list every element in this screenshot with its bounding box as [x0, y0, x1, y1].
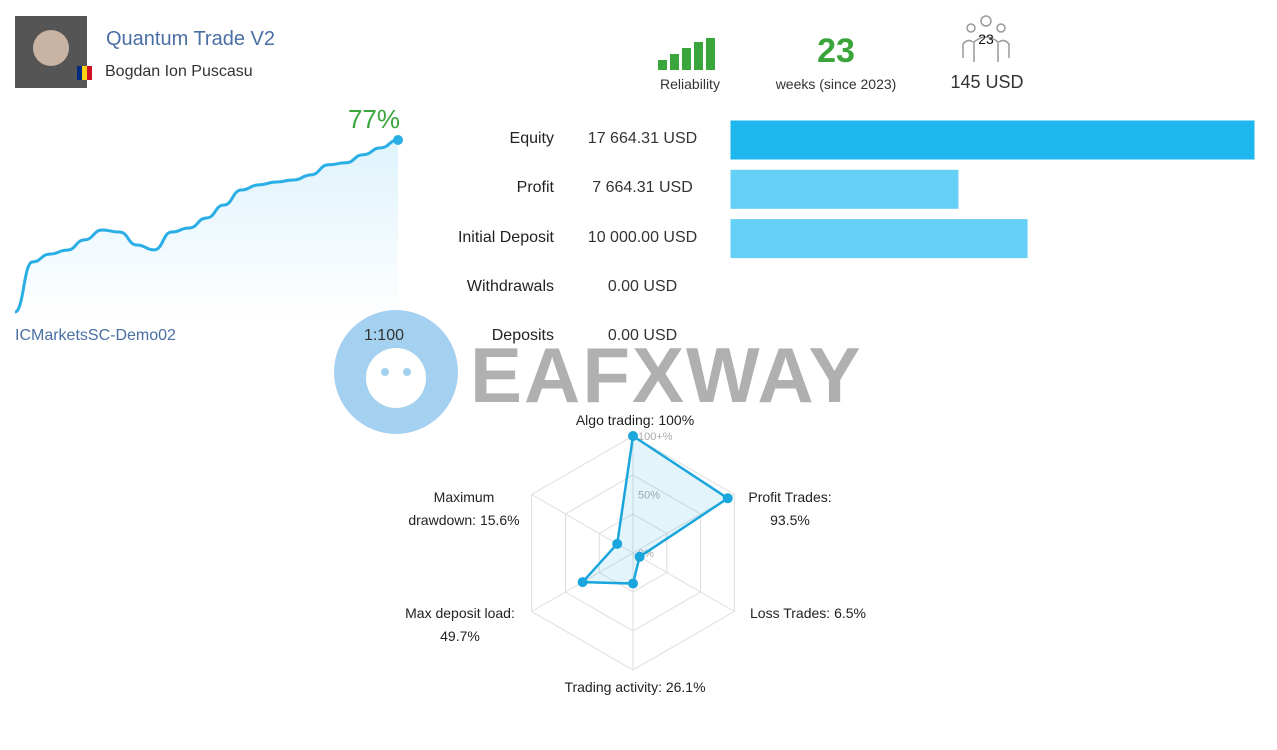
broker[interactable]: ICMarketsSC-Demo02 [15, 327, 176, 344]
signal-title[interactable]: Quantum Trade V2 [106, 28, 275, 50]
author[interactable]: Bogdan Ion Puscasu [105, 63, 253, 80]
balance-bar [730, 169, 959, 209]
radar-point [577, 577, 588, 588]
radar-shape [579, 433, 731, 585]
radar-axis-name: Max deposit load: [405, 605, 515, 621]
balance-label: Profit [516, 179, 554, 197]
radar-axis-name: Maximum drawdown: [408, 489, 495, 528]
watermark-logo [334, 310, 458, 434]
price: 145 USD [950, 72, 1024, 92]
subscribers-icon [962, 15, 1010, 62]
balance-label: Initial Deposit [457, 228, 554, 246]
radar-label: Profit Trades: 93.5% [735, 486, 845, 532]
balance-label: Withdrawals [466, 277, 554, 295]
radar-value-label: 100% [658, 412, 695, 428]
balance-value: 7 664.31 USD [592, 179, 693, 197]
radar-label: Loss Trades: 6.5% [738, 602, 878, 625]
reliability-label: Reliability [660, 76, 720, 92]
radar-tick-label: 100+% [638, 431, 673, 443]
radar-tick-label: 50% [638, 490, 660, 502]
avatar-face [33, 30, 69, 66]
weeks-label: weeks (since 2023) [775, 76, 897, 92]
balance-value: 10 000.00 USD [587, 228, 698, 246]
balance-bar [730, 219, 1028, 259]
radar-label: Algo trading: 100% [560, 409, 710, 432]
radar-value-label: 15.6% [479, 512, 520, 528]
flag [82, 66, 87, 80]
balance-label: Equity [509, 130, 554, 147]
radar-axis-name: Loss Trades: [750, 605, 831, 621]
radar-axis-name: Trading activity: [564, 679, 662, 695]
radar-axis-name: Algo trading: [575, 412, 655, 428]
reliability-icon [658, 38, 715, 70]
radar-value-label: 49.7% [440, 628, 480, 644]
weeks: 23 [817, 32, 855, 70]
radar-value-label: 26.1% [665, 679, 706, 695]
radar-point [634, 551, 645, 562]
radar-value-label: 6.5% [834, 605, 866, 621]
radar-label: Maximum drawdown: 15.6% [398, 486, 530, 532]
radar-point [722, 493, 733, 504]
balance-label: Deposits [491, 327, 554, 345]
balance-value: 0.00 USD [607, 277, 678, 295]
watermark: EAFXWAY [470, 331, 863, 419]
growth-label: 77% [347, 104, 400, 134]
radar-point [612, 538, 623, 549]
growth-end [393, 135, 403, 145]
balance-bar [730, 120, 1255, 160]
radar-point [628, 431, 638, 441]
radar-label: Trading activity: 26.1% [545, 676, 725, 699]
flag [77, 66, 82, 80]
radar-value-label: 93.5% [770, 512, 810, 528]
radar-spoke [632, 552, 735, 612]
radar-label: Max deposit load: 49.7% [390, 602, 530, 648]
radar-point [628, 578, 638, 589]
balance-value: 0.00 USD [607, 327, 678, 345]
balance-value: 17 664.31 USD [587, 130, 698, 147]
growth-line [14, 138, 399, 314]
flag [87, 66, 92, 80]
radar-axis-name: Profit Trades: [748, 489, 832, 505]
subscribers: 23 [978, 31, 994, 47]
leverage: 1:100 [363, 327, 404, 344]
growth-area [15, 140, 398, 320]
